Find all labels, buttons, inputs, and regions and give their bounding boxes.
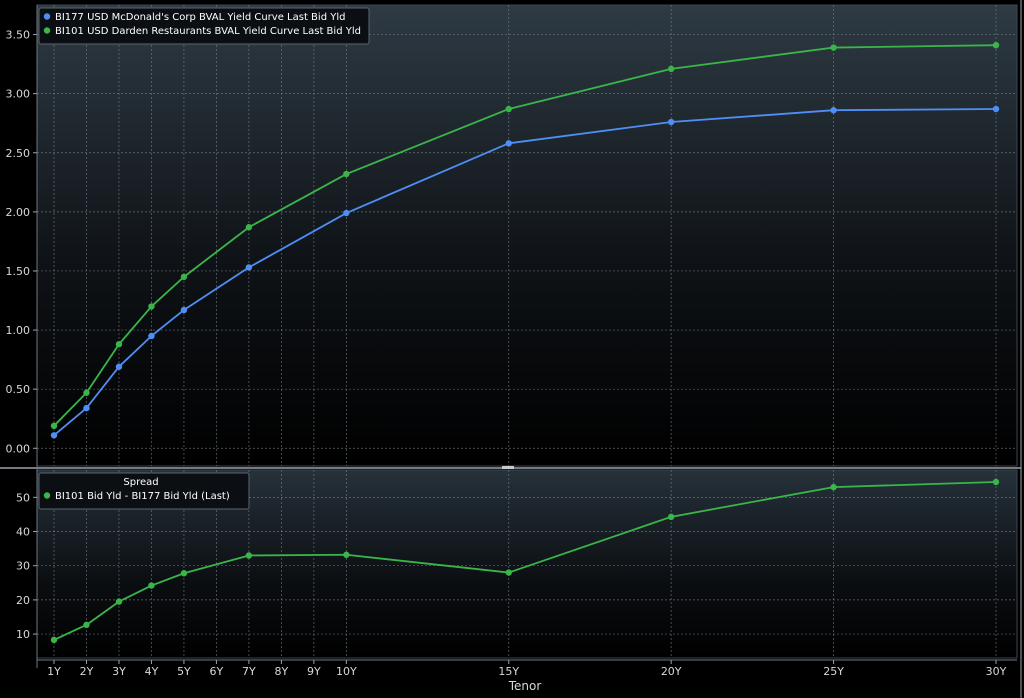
x-tick-label: 6Y bbox=[210, 665, 224, 678]
data-point bbox=[148, 303, 155, 310]
data-point bbox=[180, 570, 188, 577]
data-point bbox=[667, 65, 675, 73]
data-point bbox=[667, 513, 675, 521]
legend-label: BI101 USD Darden Restaurants BVAL Yield … bbox=[55, 26, 361, 37]
y-tick-label: 1.00 bbox=[6, 324, 31, 337]
data-point bbox=[830, 44, 837, 51]
legend-box bbox=[38, 472, 250, 510]
data-point bbox=[50, 422, 58, 430]
data-point bbox=[148, 332, 155, 340]
data-point bbox=[667, 118, 675, 126]
y-tick-label: 0.00 bbox=[6, 442, 31, 455]
legend-top: BI177 USD McDonald's Corp BVAL Yield Cur… bbox=[38, 7, 370, 45]
x-tick-label: 7Y bbox=[242, 665, 256, 678]
y-tick-label: 20 bbox=[16, 594, 30, 607]
data-point bbox=[148, 582, 155, 589]
legend-marker bbox=[43, 13, 51, 20]
data-point bbox=[115, 598, 123, 605]
legend-title: Spread bbox=[123, 477, 158, 488]
y-tick-label: 50 bbox=[16, 491, 30, 504]
data-point bbox=[245, 552, 253, 559]
data-point bbox=[992, 41, 1000, 49]
x-tick-label: 20Y bbox=[661, 665, 682, 678]
y-tick-label: 0.50 bbox=[6, 383, 31, 396]
data-point bbox=[505, 569, 512, 576]
x-tick-label: 4Y bbox=[145, 665, 159, 678]
legend-label: BI101 Bid Yld - BI177 Bid Yld (Last) bbox=[55, 491, 230, 502]
data-point bbox=[830, 483, 837, 491]
y-tick-label: 10 bbox=[16, 628, 30, 641]
data-point bbox=[83, 404, 90, 412]
x-tick-label: 8Y bbox=[275, 665, 289, 678]
legend-box bbox=[38, 7, 370, 45]
x-tick-label: 10Y bbox=[336, 665, 357, 678]
panel-resize-handle bbox=[502, 466, 514, 469]
legend-marker bbox=[43, 27, 51, 34]
data-point bbox=[830, 107, 837, 114]
data-point bbox=[83, 621, 90, 629]
y-tick-label: 3.50 bbox=[6, 29, 31, 42]
data-point bbox=[50, 432, 58, 439]
x-tick-label: 25Y bbox=[823, 665, 844, 678]
data-point bbox=[180, 306, 188, 314]
x-tick-label: 30Y bbox=[986, 665, 1007, 678]
data-point bbox=[115, 363, 123, 370]
x-tick-label: 9Y bbox=[307, 665, 321, 678]
data-point bbox=[50, 636, 58, 644]
legend-marker bbox=[43, 492, 51, 499]
y-tick-label: 1.50 bbox=[6, 265, 31, 278]
data-point bbox=[180, 273, 188, 281]
data-point bbox=[245, 224, 253, 231]
y-tick-label: 2.50 bbox=[6, 147, 31, 160]
x-axis-title: Tenor bbox=[508, 679, 542, 693]
y-tick-label: 30 bbox=[16, 560, 30, 573]
y-tick-label: 2.00 bbox=[6, 206, 31, 219]
x-tick-label: 3Y bbox=[112, 665, 126, 678]
data-point bbox=[115, 341, 123, 348]
data-point bbox=[343, 170, 350, 178]
data-point bbox=[505, 105, 512, 113]
data-point bbox=[245, 264, 253, 271]
legend-bottom: Spread BI101 Bid Yld - BI177 Bid Yld (Las… bbox=[38, 472, 250, 510]
data-point bbox=[505, 140, 512, 147]
data-point bbox=[992, 105, 1000, 113]
x-tick-label: 5Y bbox=[177, 665, 191, 678]
data-point bbox=[992, 478, 1000, 486]
legend-label: BI177 USD McDonald's Corp BVAL Yield Cur… bbox=[55, 12, 345, 23]
x-tick-label: 2Y bbox=[80, 665, 94, 678]
data-point bbox=[343, 551, 350, 558]
data-point bbox=[343, 209, 350, 217]
y-tick-label: 40 bbox=[16, 526, 30, 539]
data-point bbox=[83, 389, 90, 396]
x-tick-label: 15Y bbox=[498, 665, 519, 678]
y-tick-label: 3.00 bbox=[6, 88, 31, 101]
x-tick-label: 1Y bbox=[47, 665, 61, 678]
